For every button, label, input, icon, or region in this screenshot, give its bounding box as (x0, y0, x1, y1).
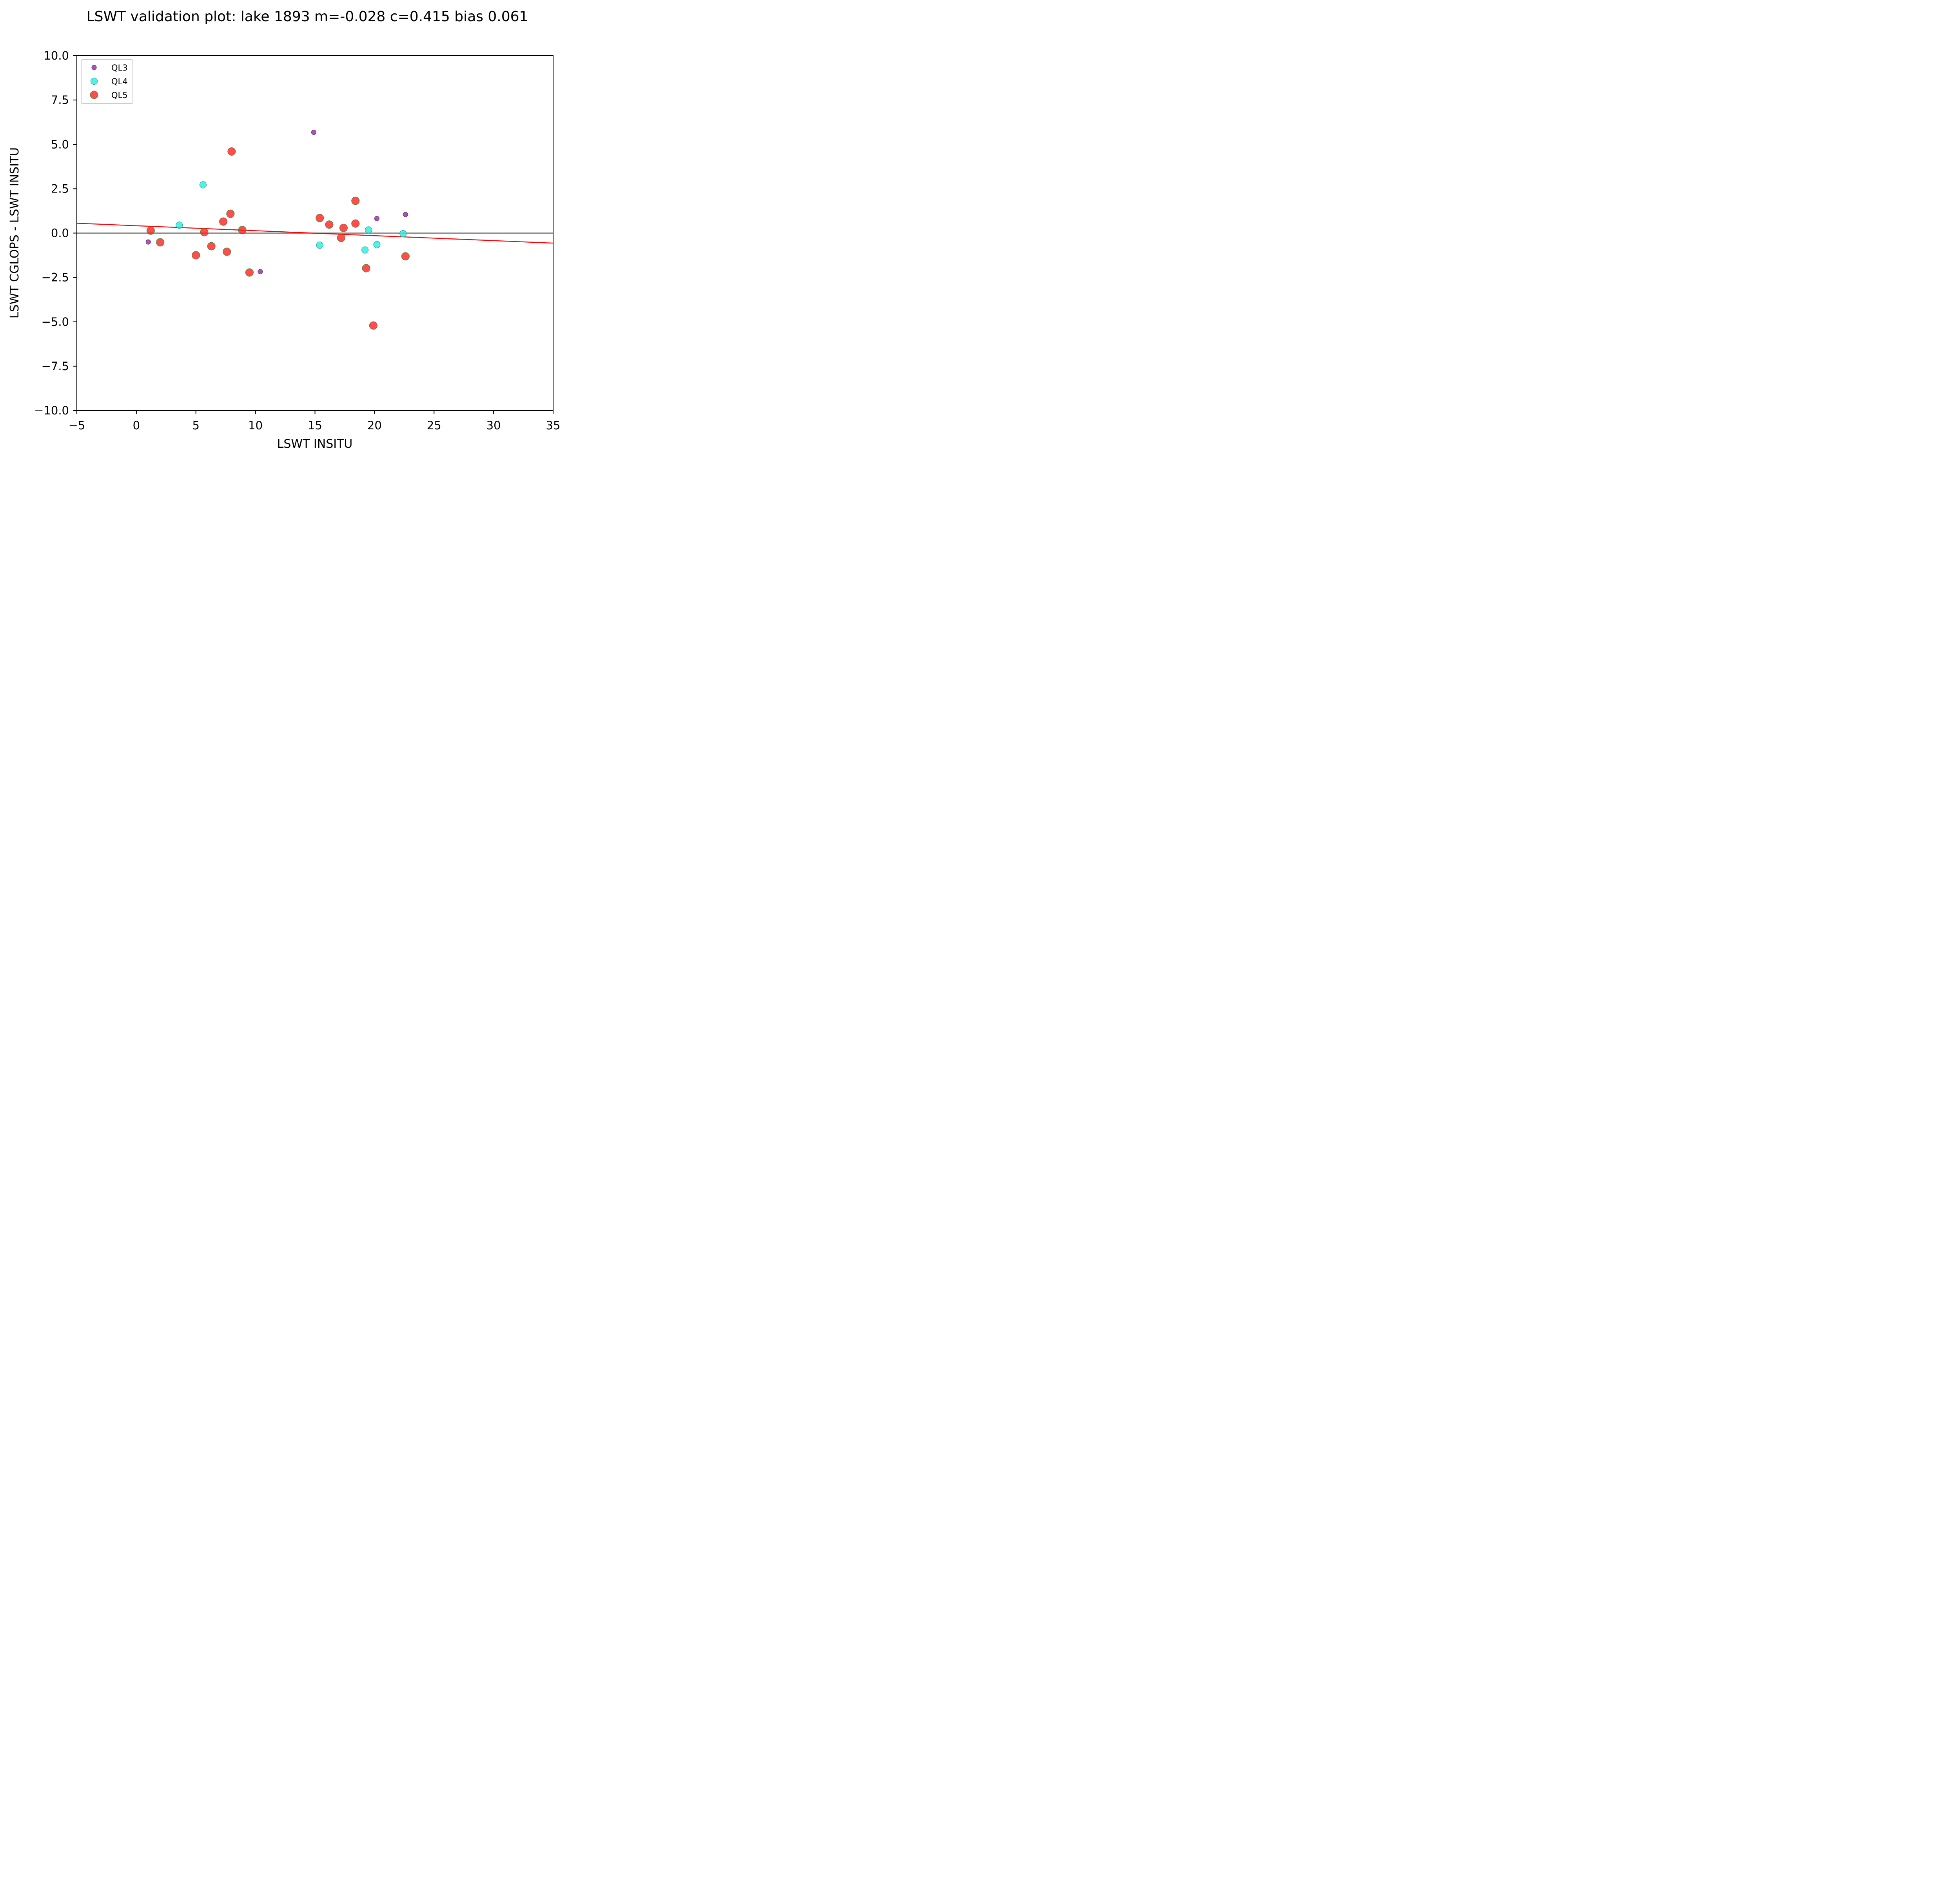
y-tick-label: 2.5 (51, 182, 69, 195)
x-tick-label: 35 (546, 419, 561, 432)
data-point-ql5-9 (227, 147, 236, 156)
legend-marker-ql3 (91, 65, 97, 70)
data-point-ql4-1 (176, 222, 183, 229)
data-point-ql4-3 (316, 242, 323, 249)
fit-line (77, 223, 553, 244)
reference-lines (77, 223, 553, 244)
y-tick-label: −5.0 (42, 315, 69, 329)
chart-title: LSWT validation plot: lake 1893 m=-0.028… (87, 9, 528, 25)
x-tick-label: 10 (248, 419, 263, 432)
series-ql3 (145, 129, 408, 274)
legend-item-ql5: QL5 (90, 91, 128, 100)
data-point-ql3-2 (258, 269, 263, 274)
y-tick-label: 7.5 (51, 93, 69, 107)
y-tick-label: −7.5 (42, 360, 69, 373)
x-tick-label: 0 (133, 419, 140, 432)
x-axis-label: LSWT INSITU (277, 437, 353, 451)
data-point-ql4-2 (199, 181, 207, 189)
data-point-ql4-5 (365, 226, 372, 234)
data-point-ql4-7 (399, 230, 407, 237)
data-point-ql5-16 (351, 196, 360, 205)
data-point-ql5-2 (156, 238, 165, 247)
data-point-ql5-14 (337, 234, 345, 242)
axes: −5 0 5 10 15 20 25 30 35 −10.0 −7.5 −5.0 −2.5 0.0 2.5 5… (34, 49, 560, 432)
data-point-ql5-6 (219, 217, 228, 226)
data-point-ql3-1 (145, 239, 151, 245)
legend-label-ql3: QL3 (111, 63, 128, 73)
data-point-ql5-1 (146, 226, 155, 235)
data-point-ql4-6 (373, 241, 381, 248)
y-tick-label: 5.0 (51, 138, 69, 151)
y-tick-label: −10.0 (34, 404, 69, 417)
chart-figure: LSWT validation plot: lake 1893 m=-0.028… (0, 0, 615, 461)
data-point-ql5-12 (316, 214, 324, 222)
x-tick-label: 5 (192, 419, 200, 432)
legend-item-ql3: QL3 (91, 63, 128, 73)
y-tick-label: 10.0 (44, 49, 69, 62)
data-point-ql5-10 (238, 226, 247, 234)
scatter-chart: LSWT validation plot: lake 1893 m=-0.028… (8, 9, 560, 451)
data-point-ql5-20 (401, 252, 410, 261)
x-tick-label: 25 (427, 419, 441, 432)
data-point-ql5-5 (207, 242, 216, 251)
series-ql5 (146, 147, 410, 330)
x-tick-label: 15 (308, 419, 322, 432)
data-point-ql4-4 (361, 246, 369, 254)
legend-marker-ql4 (91, 78, 98, 85)
legend-marker-ql5 (90, 91, 98, 99)
data-point-ql5-3 (192, 251, 200, 260)
y-tick-label: −2.5 (42, 271, 69, 284)
data-point-ql5-17 (351, 219, 360, 228)
y-tick-label: 0.0 (51, 227, 69, 240)
data-point-ql5-18 (362, 264, 370, 272)
data-point-ql5-11 (245, 268, 254, 277)
data-point-ql5-19 (369, 321, 377, 330)
x-axis-ticks: −5 0 5 10 15 20 25 30 35 (69, 411, 561, 432)
data-point-ql5-13 (325, 220, 334, 229)
data-point-ql3-3 (311, 129, 316, 135)
series-ql4 (176, 181, 407, 254)
legend-label-ql5: QL5 (111, 91, 128, 100)
data-point-ql5-15 (339, 223, 348, 232)
x-tick-label: 20 (367, 419, 382, 432)
x-tick-label: 30 (486, 419, 501, 432)
legend: QL3 QL4 QL5 (81, 59, 133, 104)
y-axis-ticks: −10.0 −7.5 −5.0 −2.5 0.0 2.5 5.0 7.5 10.0 (34, 49, 77, 417)
data-point-ql5-7 (223, 247, 231, 256)
legend-item-ql4: QL4 (91, 77, 128, 86)
data-point-ql3-5 (403, 212, 408, 217)
plot-area (77, 129, 553, 330)
y-axis-label: LSWT CGLOPS - LSWT INSITU (8, 147, 22, 319)
data-point-ql5-8 (226, 209, 235, 218)
legend-label-ql4: QL4 (111, 77, 128, 86)
data-point-ql5-4 (200, 228, 209, 236)
x-tick-label: −5 (69, 419, 85, 432)
data-point-ql3-4 (374, 216, 379, 221)
